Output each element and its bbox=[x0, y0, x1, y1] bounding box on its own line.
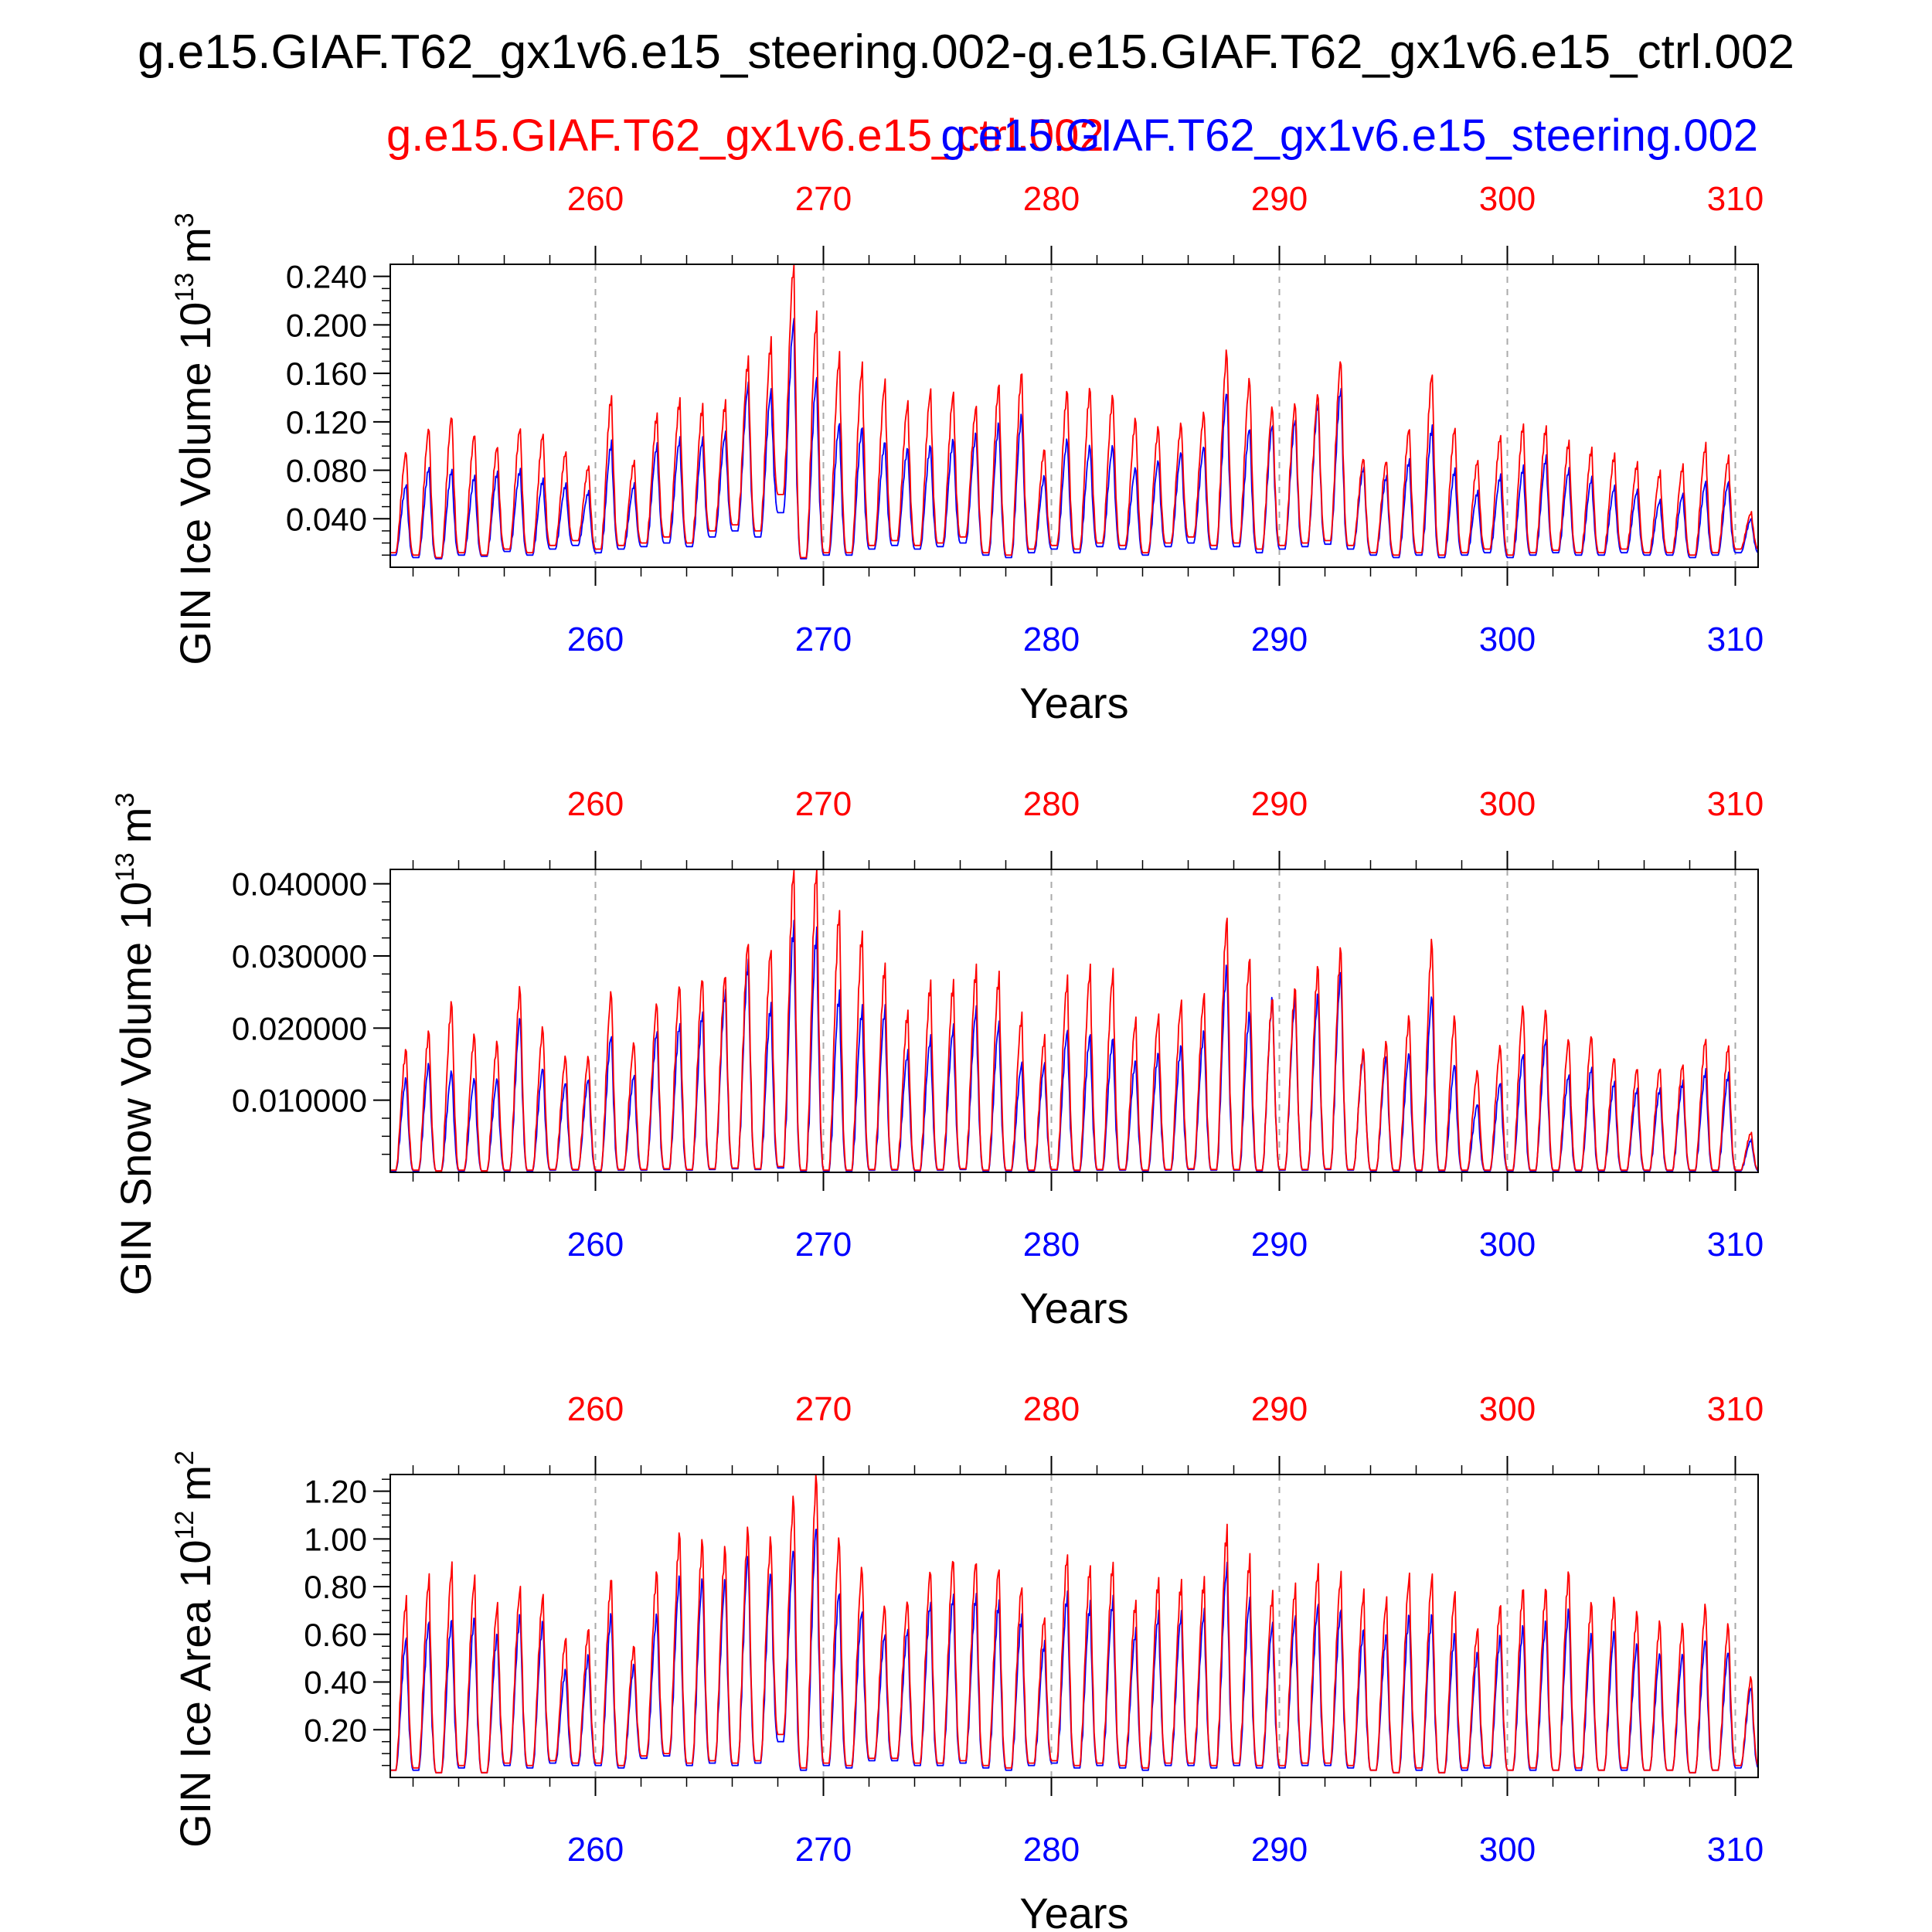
x-tick-label-bottom: 280 bbox=[1023, 1831, 1080, 1869]
x-tick-label-bottom: 290 bbox=[1251, 1831, 1308, 1869]
y-tick-label: 0.040 bbox=[286, 501, 367, 537]
y-tick-label: 0.40 bbox=[304, 1665, 367, 1701]
series-line-ctrl bbox=[390, 869, 1759, 1172]
x-tick-label-top: 300 bbox=[1479, 785, 1536, 823]
series-line-steering bbox=[390, 318, 1759, 560]
chart-panel-1: 0.040 0.080 0.120 0.160 0.200 0.240 260 260 270 2… bbox=[170, 180, 1764, 727]
plot-frame bbox=[389, 869, 1759, 1173]
y-axis-title-unit-exp: 2 bbox=[170, 1451, 199, 1465]
y-tick-label: 0.010000 bbox=[232, 1083, 367, 1119]
y-tick-label: 0.20 bbox=[304, 1712, 367, 1748]
y-tick-label: 0.200 bbox=[286, 307, 367, 343]
x-tick-label-bottom: 260 bbox=[567, 1831, 624, 1869]
chart-panel-2: 0.010000 0.020000 0.030000 0.040000 260 260 27… bbox=[111, 785, 1764, 1332]
x-tick-label-top: 280 bbox=[1023, 1390, 1080, 1428]
x-tick-label-bottom: 270 bbox=[795, 1831, 852, 1869]
y-tick-label: 0.030000 bbox=[232, 938, 367, 975]
figure-title: g.e15.GIAF.T62_gx1v6.e15_steering.002-g.… bbox=[138, 26, 1794, 79]
x-tick-label-bottom: 270 bbox=[795, 1226, 852, 1264]
legend-ctrl-label: g.e15.GIAF.T62_gx1v6.e15_ctrl.002 bbox=[386, 111, 1104, 161]
x-tick-label-bottom: 300 bbox=[1479, 621, 1536, 658]
panels: 0.040 0.080 0.120 0.160 0.200 0.240 260 260 270 2… bbox=[111, 180, 1764, 1932]
x-tick-label-top: 270 bbox=[795, 180, 852, 218]
y-axis-title-exp: 12 bbox=[170, 1511, 199, 1540]
x-tick-label-top: 260 bbox=[567, 1390, 624, 1428]
y-axis-title-unit-exp: 3 bbox=[111, 793, 140, 808]
x-tick-label-bottom: 280 bbox=[1023, 1226, 1080, 1264]
x-tick-label-bottom: 310 bbox=[1707, 1831, 1764, 1869]
y-axis-title-exp: 13 bbox=[111, 852, 140, 882]
x-tick-label-top: 280 bbox=[1023, 785, 1080, 823]
series-line-steering bbox=[390, 1529, 1759, 1774]
x-axis-title: Years bbox=[1019, 1889, 1128, 1932]
x-tick-label-top: 260 bbox=[567, 180, 624, 218]
y-axis-title-unit: m bbox=[111, 808, 160, 844]
x-tick-label-top: 310 bbox=[1707, 785, 1764, 823]
y-tick-label: 0.80 bbox=[304, 1569, 367, 1605]
x-tick-label-bottom: 290 bbox=[1251, 621, 1308, 658]
y-tick-label: 0.040000 bbox=[232, 866, 367, 903]
y-tick-label: 0.020000 bbox=[232, 1010, 367, 1046]
x-tick-label-top: 300 bbox=[1479, 1390, 1536, 1428]
x-tick-label-top: 310 bbox=[1707, 180, 1764, 218]
x-tick-label-bottom: 290 bbox=[1251, 1226, 1308, 1264]
y-tick-label: 0.60 bbox=[304, 1617, 367, 1653]
y-axis-title: GIN Ice Area 1012 m2 bbox=[170, 1451, 219, 1848]
x-tick-label-top: 310 bbox=[1707, 1390, 1764, 1428]
x-tick-label-bottom: 310 bbox=[1707, 1226, 1764, 1264]
x-axis-title: Years bbox=[1019, 1284, 1128, 1332]
y-axis-title: GIN Ice Volume 1013 m3 bbox=[170, 213, 219, 665]
plot-frame bbox=[389, 1474, 1759, 1778]
y-axis-title-main: GIN Snow Volume 10 bbox=[111, 882, 160, 1295]
x-tick-label-top: 290 bbox=[1251, 1390, 1308, 1428]
y-tick-label: 1.20 bbox=[304, 1474, 367, 1510]
x-tick-label-top: 280 bbox=[1023, 180, 1080, 218]
y-tick-label: 0.080 bbox=[286, 453, 367, 489]
x-tick-label-bottom: 270 bbox=[795, 621, 852, 658]
y-tick-label: 0.240 bbox=[286, 259, 367, 295]
x-tick-label-top: 300 bbox=[1479, 180, 1536, 218]
plot-frame bbox=[389, 264, 1759, 568]
x-tick-label-top: 290 bbox=[1251, 180, 1308, 218]
y-axis-title-unit-exp: 3 bbox=[170, 213, 199, 227]
series-line-ctrl bbox=[390, 264, 1759, 559]
y-tick-label: 0.160 bbox=[286, 355, 367, 392]
y-axis-title-main: GIN Ice Area 10 bbox=[171, 1539, 219, 1847]
x-tick-label-bottom: 260 bbox=[567, 1226, 624, 1264]
y-axis-title-main: GIN Ice Volume 10 bbox=[171, 302, 219, 665]
x-tick-label-bottom: 280 bbox=[1023, 621, 1080, 658]
x-tick-label-bottom: 260 bbox=[567, 621, 624, 658]
x-tick-label-top: 260 bbox=[567, 785, 624, 823]
x-tick-label-top: 290 bbox=[1251, 785, 1308, 823]
y-axis-title-exp: 13 bbox=[170, 273, 199, 302]
y-axis-title-unit: m bbox=[171, 1465, 219, 1502]
y-axis-title-unit: m bbox=[171, 227, 219, 264]
legend-steering-label: g.e15.GIAF.T62_gx1v6.e15_steering.002 bbox=[940, 111, 1758, 161]
y-tick-label: 1.00 bbox=[304, 1521, 367, 1557]
x-axis-title: Years bbox=[1019, 679, 1128, 727]
series-line-ctrl bbox=[390, 1474, 1759, 1774]
chart-panel-3: 0.20 0.40 0.60 0.80 1.00 1.20 260 260 270 270 280 2… bbox=[170, 1390, 1764, 1932]
x-tick-label-bottom: 300 bbox=[1479, 1831, 1536, 1869]
x-tick-label-top: 270 bbox=[795, 1390, 852, 1428]
x-tick-label-bottom: 310 bbox=[1707, 621, 1764, 658]
x-tick-label-top: 270 bbox=[795, 785, 852, 823]
y-tick-label: 0.120 bbox=[286, 404, 367, 440]
x-tick-label-bottom: 300 bbox=[1479, 1226, 1536, 1264]
y-axis-title: GIN Snow Volume 1013 m3 bbox=[111, 793, 160, 1296]
